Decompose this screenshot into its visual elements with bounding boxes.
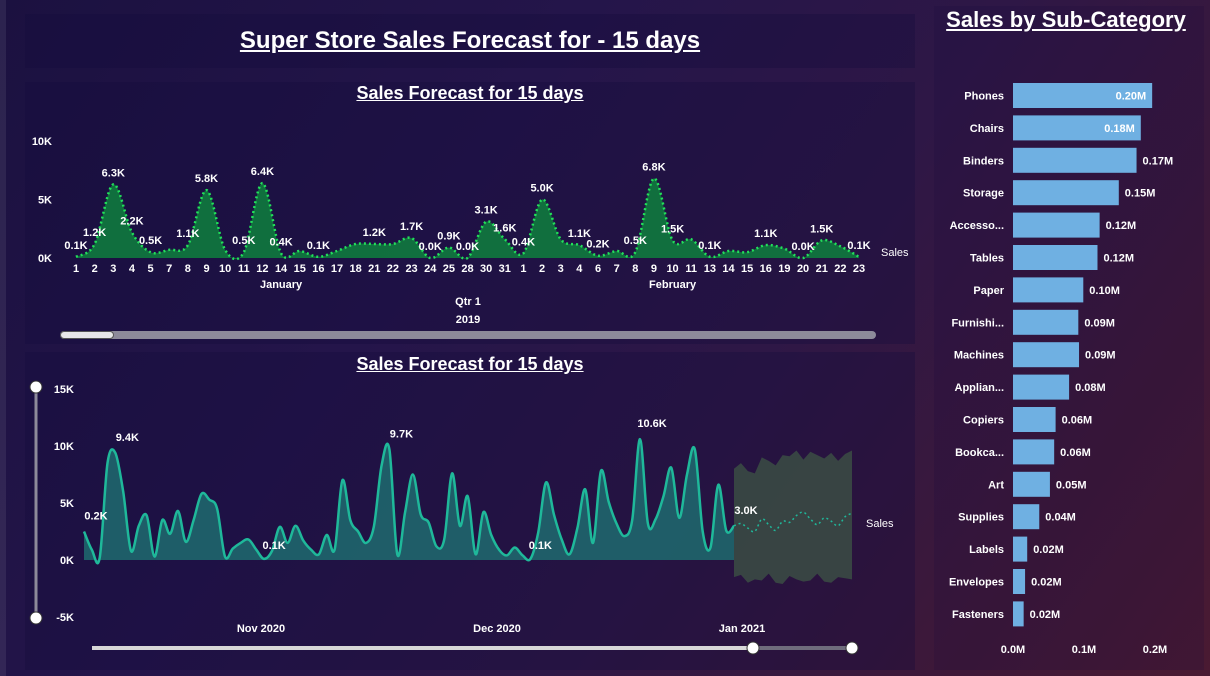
forecast-chart-2-panel bbox=[25, 352, 915, 670]
page-title: Super Store Sales Forecast for - 15 days bbox=[239, 27, 701, 54]
forecast-chart-1-title: Sales Forecast for 15 days bbox=[356, 83, 584, 103]
forecast-chart-1-scroll-thumb[interactable] bbox=[60, 331, 114, 339]
forecast-chart-1-panel bbox=[25, 82, 915, 344]
window-edge bbox=[0, 0, 6, 676]
subcategory-panel bbox=[934, 6, 1204, 670]
forecast-chart-2-title: Sales Forecast for 15 days bbox=[356, 354, 584, 374]
title-panel bbox=[25, 14, 915, 68]
subcategory-chart-title: Sales by Sub-Category bbox=[946, 7, 1186, 32]
forecast-chart-1-scrollbar[interactable] bbox=[60, 331, 876, 339]
